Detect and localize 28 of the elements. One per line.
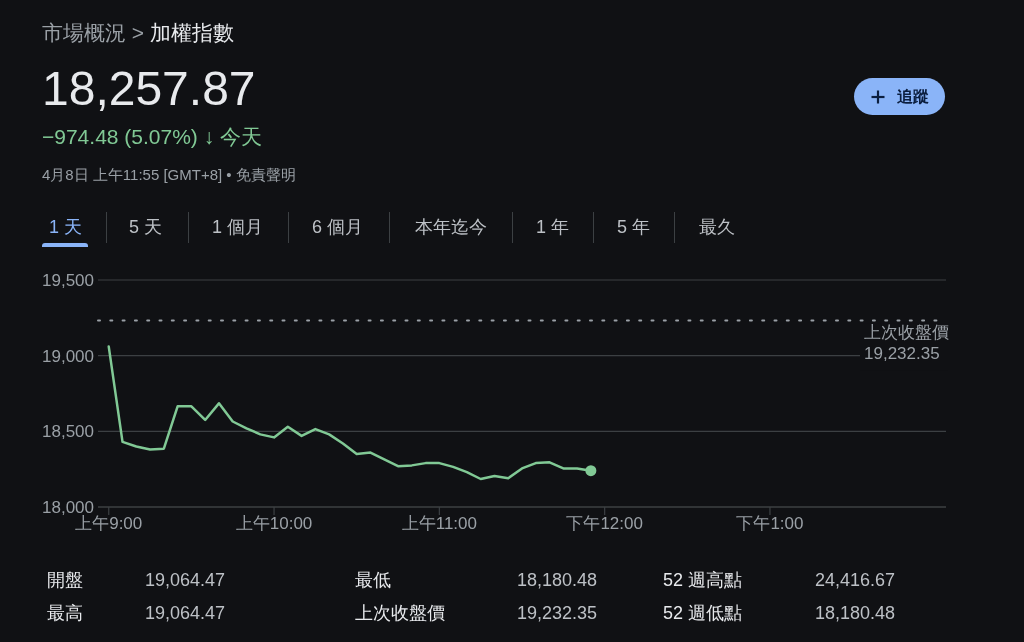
text: 上次收盤價 19,232.35: [355, 602, 598, 623]
chart-title: 市場概況 > 加權指數: [42, 21, 234, 44]
text: 最久: [698, 215, 735, 239]
text: 4月8日 上午11:55 [GMT+8] • 免責聲明: [42, 164, 296, 184]
text: 5 天: [128, 215, 163, 239]
text: 最低 18,180.48: [355, 569, 598, 590]
text: 最高 19,064.47: [47, 602, 226, 623]
y-tick-label: 18,500: [42, 422, 94, 442]
x-tick-label: 上午11:00: [401, 514, 477, 534]
text: 開盤 19,064.47: [47, 569, 226, 590]
text: −974.48 (5.07%) ↓ 今天: [42, 123, 263, 150]
x-tick-label: 上午10:00: [235, 514, 313, 534]
text: 5 年: [616, 215, 651, 239]
text: 6 個月: [311, 215, 364, 239]
text: 52 週低點 18,180.48: [663, 602, 896, 623]
text: 本年迄今: [415, 215, 487, 239]
text: 1 個月: [211, 215, 264, 239]
chart-subtitle: 18,257.87: [42, 62, 256, 116]
rounded-button: 追蹤: [854, 78, 945, 115]
y-tick-label: 19,500: [42, 270, 94, 290]
text: 52 週高點 24,416.67: [663, 569, 896, 590]
x-tick-label: 下午12:00: [566, 514, 643, 534]
text: 1 天: [48, 215, 83, 239]
text: 1 年: [535, 215, 570, 239]
x-tick-label: 上午9:00: [75, 514, 143, 534]
y-tick-label: 19,000: [42, 346, 94, 366]
x-tick-label: 下午1:00: [736, 514, 804, 534]
ref-line-label: 上次收盤價19,232.35: [864, 322, 949, 363]
